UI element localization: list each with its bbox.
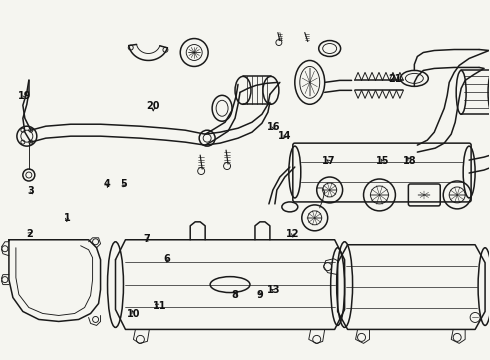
Text: 17: 17 <box>322 156 336 166</box>
Text: 19: 19 <box>18 91 31 101</box>
Text: 20: 20 <box>147 102 160 112</box>
Text: 3: 3 <box>28 186 35 196</box>
Text: 10: 10 <box>127 310 141 319</box>
Text: 9: 9 <box>256 290 263 300</box>
Text: 18: 18 <box>403 156 417 166</box>
Text: 14: 14 <box>278 131 292 141</box>
Text: 12: 12 <box>286 229 299 239</box>
Text: 7: 7 <box>143 234 150 244</box>
Text: 6: 6 <box>164 254 171 264</box>
Text: 4: 4 <box>104 179 111 189</box>
Text: 1: 1 <box>64 213 70 222</box>
Text: 8: 8 <box>232 290 239 300</box>
Text: 11: 11 <box>153 301 166 311</box>
Text: 15: 15 <box>376 156 390 166</box>
Text: 2: 2 <box>26 229 33 239</box>
Text: 16: 16 <box>267 122 280 132</box>
Text: 13: 13 <box>267 285 280 296</box>
Text: 5: 5 <box>121 179 127 189</box>
Text: 21: 21 <box>389 74 402 84</box>
